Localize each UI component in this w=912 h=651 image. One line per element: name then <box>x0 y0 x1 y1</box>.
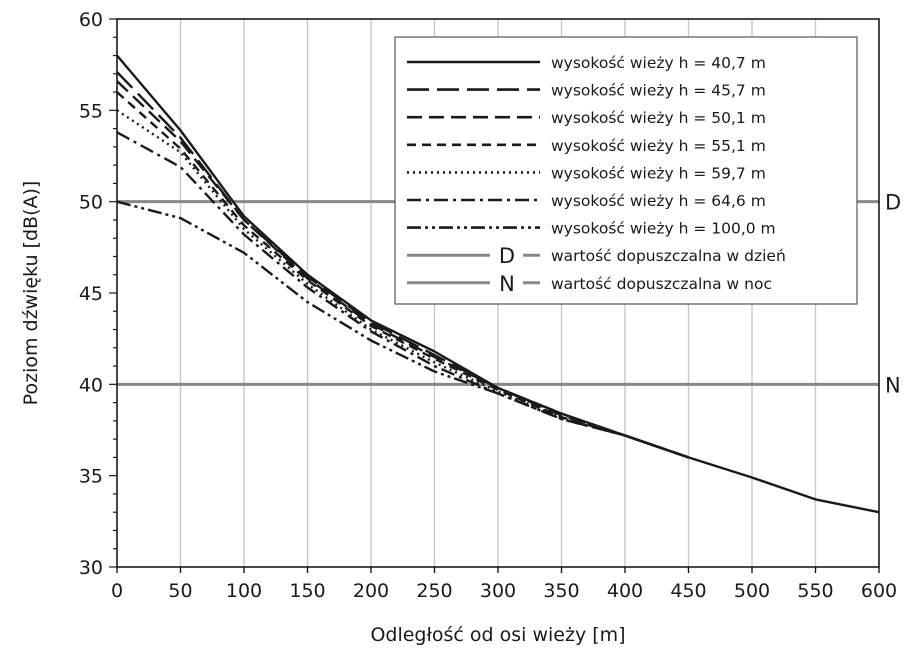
x-tick-label: 200 <box>353 580 389 602</box>
x-tick-label: 0 <box>111 580 123 602</box>
legend-label-ref-d: wartość dopuszczalna w dzień <box>551 247 786 265</box>
x-tick-label: 550 <box>797 580 833 602</box>
x-tick-label: 350 <box>543 580 579 602</box>
series-line-7 <box>116 200 689 459</box>
series-line-5 <box>116 109 689 459</box>
legend-label-3: wysokość wieży h = 50,1 m <box>551 109 766 127</box>
axis-ticks: 0 50 100 150 200 250 300 350 400 450 500 550 600 30 35… <box>79 9 897 602</box>
legend-label-4: wysokość wieży h = 55,1 m <box>551 137 766 155</box>
data-series <box>116 54 880 514</box>
legend-symbol-n: N <box>499 272 515 296</box>
legend-label-1: wysokość wieży h = 40,7 m <box>551 54 766 72</box>
legend-label-5: wysokość wieży h = 59,7 m <box>551 164 766 182</box>
y-axis-title: Poziom dźwięku [dB(A)] <box>20 181 42 406</box>
legend-box <box>394 36 858 305</box>
x-tick-label: 250 <box>416 580 452 602</box>
y-tick-label: 40 <box>79 374 103 396</box>
x-tick-label: 600 <box>861 580 897 602</box>
legend-label-7: wysokość wieży h = 100,0 m <box>551 220 776 238</box>
reference-label-d: D <box>885 191 901 215</box>
legend-label-2: wysokość wieży h = 45,7 m <box>551 82 766 100</box>
legend: wysokość wieży h = 40,7 m wysokość wieży … <box>394 36 858 305</box>
x-tick-label: 150 <box>289 580 325 602</box>
x-axis-title: Odległość od osi wieży [m] <box>370 624 625 646</box>
x-tick-label: 400 <box>607 580 643 602</box>
x-tick-label: 300 <box>480 580 516 602</box>
y-tick-label: 50 <box>79 192 103 214</box>
y-tick-label: 45 <box>79 283 103 305</box>
x-tick-label: 500 <box>734 580 770 602</box>
legend-symbol-d: D <box>499 244 515 268</box>
legend-label-6: wysokość wieży h = 64,6 m <box>551 192 766 210</box>
legend-label-ref-n: wartość dopuszczalna w noc <box>551 275 772 293</box>
x-tick-label: 450 <box>670 580 706 602</box>
reference-label-n: N <box>885 373 901 397</box>
y-tick-label: 35 <box>79 466 103 488</box>
y-tick-label: 60 <box>79 9 103 31</box>
x-tick-label: 100 <box>226 580 262 602</box>
x-tick-label: 50 <box>168 580 192 602</box>
y-tick-label: 30 <box>79 557 103 579</box>
y-tick-label: 55 <box>79 100 103 122</box>
